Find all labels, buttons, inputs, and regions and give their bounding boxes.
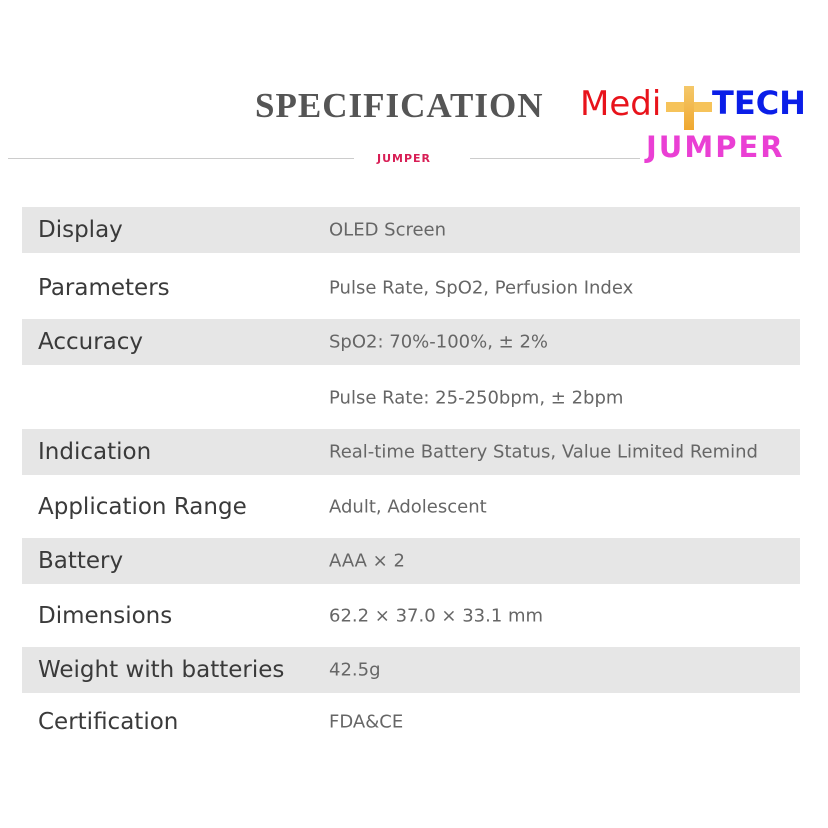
spec-label: Battery: [38, 548, 124, 574]
spec-value: 42.5g: [329, 659, 381, 681]
spec-label: Accuracy: [38, 329, 144, 355]
spec-label: Dimensions: [38, 603, 173, 629]
spec-value: SpO2: 70%-100%, ± 2%: [329, 331, 549, 353]
spec-label: Weight with batteries: [38, 657, 285, 683]
spec-label: Application Range: [38, 494, 247, 520]
brand-jumper-small: JUMPER: [377, 152, 432, 165]
spec-label: Display: [38, 217, 123, 243]
spec-row-application-range: Application Range Adult, Adolescent: [22, 484, 800, 530]
divider-right: [470, 158, 640, 159]
logo-medi-text: Medi: [580, 84, 662, 124]
spec-value: Real-time Battery Status, Value Limited …: [329, 441, 758, 463]
spec-label: Certification: [38, 709, 179, 735]
spec-value: FDA&CE: [329, 711, 404, 733]
spec-value: Pulse Rate, SpO2, Perfusion Index: [329, 277, 634, 299]
spec-row-battery: Battery AAA × 2: [22, 538, 800, 584]
spec-row-parameters: Parameters Pulse Rate, SpO2, Perfusion I…: [22, 265, 800, 311]
spec-row-dimensions: Dimensions 62.2 × 37.0 × 33.1 mm: [22, 593, 800, 639]
plus-icon: [666, 86, 712, 130]
spec-value: OLED Screen: [329, 219, 447, 241]
spec-row-accuracy: Accuracy SpO2: 70%-100%, ± 2%: [22, 319, 800, 365]
spec-value: Adult, Adolescent: [329, 496, 487, 518]
divider-left: [8, 158, 354, 159]
spec-row-indication: Indication Real-time Battery Status, Val…: [22, 429, 800, 475]
spec-value: 62.2 × 37.0 × 33.1 mm: [329, 605, 544, 627]
spec-label: Indication: [38, 439, 152, 465]
spec-row-display: Display OLED Screen: [22, 207, 800, 253]
logo-jumper: JUMPER: [646, 130, 785, 164]
page-title: SPECIFICATION: [255, 86, 544, 125]
spec-row-certification: Certification FDA&CE: [22, 699, 800, 745]
spec-label: Parameters: [38, 275, 170, 301]
spec-row-accuracy-pulse: Pulse Rate: 25-250bpm, ± 2bpm: [22, 375, 800, 421]
spec-value: AAA × 2: [329, 550, 405, 572]
spec-row-weight: Weight with batteries 42.5g: [22, 647, 800, 693]
logo-tech-text: TECH: [712, 84, 806, 122]
spec-value: Pulse Rate: 25-250bpm, ± 2bpm: [329, 387, 624, 409]
